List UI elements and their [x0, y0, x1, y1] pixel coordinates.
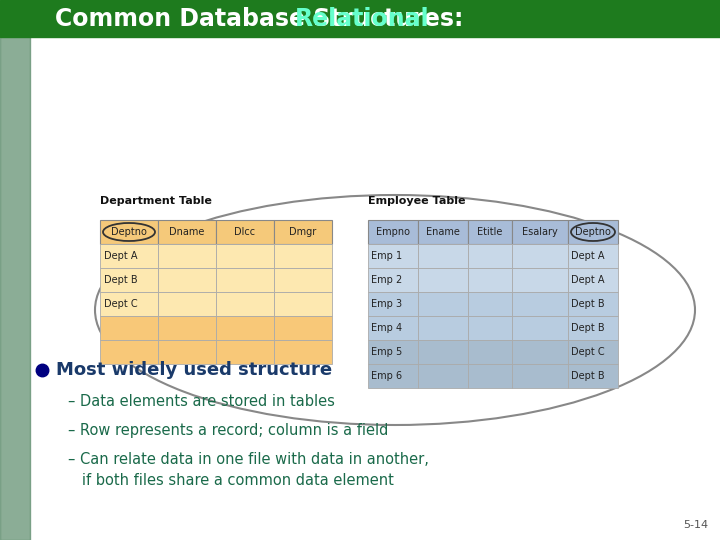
Bar	[418, 244, 468, 268]
Bar	[512, 268, 568, 292]
Bar	[158, 244, 216, 268]
Text: Emp 2: Emp 2	[371, 275, 402, 285]
Text: Relational: Relational	[294, 7, 429, 31]
Bar	[158, 292, 216, 316]
Text: Empno: Empno	[376, 227, 410, 237]
Bar	[158, 340, 216, 364]
Text: Deptno: Deptno	[111, 227, 147, 237]
Bar	[158, 220, 216, 244]
Bar	[274, 244, 332, 268]
Text: Dept B: Dept B	[571, 299, 605, 309]
Text: Ename: Ename	[426, 227, 460, 237]
Text: Dept A: Dept A	[104, 251, 138, 261]
Bar	[418, 316, 468, 340]
Bar	[216, 244, 274, 268]
Bar	[100, 340, 158, 364]
Bar	[512, 340, 568, 364]
Text: Dept A: Dept A	[571, 251, 605, 261]
Text: Dept C: Dept C	[571, 347, 605, 357]
Bar	[368, 364, 418, 388]
Text: Dept A: Dept A	[571, 275, 605, 285]
Bar	[512, 244, 568, 268]
Text: Department Table: Department Table	[100, 196, 212, 206]
Text: Employee Table: Employee Table	[368, 196, 466, 206]
Bar	[568, 244, 618, 268]
Bar	[100, 316, 158, 340]
Text: Dlcc: Dlcc	[235, 227, 256, 237]
Text: Deptno: Deptno	[575, 227, 611, 237]
Bar	[418, 340, 468, 364]
Bar	[100, 244, 158, 268]
Text: Etitle: Etitle	[477, 227, 503, 237]
Bar	[418, 364, 468, 388]
Bar	[274, 340, 332, 364]
Bar	[468, 364, 512, 388]
Bar	[368, 292, 418, 316]
Bar	[216, 292, 274, 316]
Bar	[468, 268, 512, 292]
Text: – Data elements are stored in tables: – Data elements are stored in tables	[68, 395, 335, 409]
Bar	[216, 220, 274, 244]
Text: Esalary: Esalary	[522, 227, 558, 237]
Bar	[158, 316, 216, 340]
Bar	[368, 268, 418, 292]
Text: Dept B: Dept B	[571, 323, 605, 333]
Bar	[274, 292, 332, 316]
Text: Dept C: Dept C	[104, 299, 138, 309]
Bar	[512, 220, 568, 244]
Bar	[468, 340, 512, 364]
Text: Emp 1: Emp 1	[371, 251, 402, 261]
Bar	[100, 292, 158, 316]
Bar	[568, 316, 618, 340]
Bar	[0, 0, 30, 540]
Bar	[568, 364, 618, 388]
Bar	[568, 220, 618, 244]
Text: – Can relate data in one file with data in another,
   if both files share a com: – Can relate data in one file with data …	[68, 452, 429, 488]
Bar	[274, 316, 332, 340]
Text: Dept B: Dept B	[104, 275, 138, 285]
Text: – Row represents a record; column is a field: – Row represents a record; column is a f…	[68, 422, 388, 437]
Text: Emp 6: Emp 6	[371, 371, 402, 381]
Bar	[418, 220, 468, 244]
Bar	[216, 316, 274, 340]
Text: Dept B: Dept B	[571, 371, 605, 381]
Bar	[418, 292, 468, 316]
Bar	[512, 364, 568, 388]
Bar	[468, 316, 512, 340]
Text: Common Database Structures:: Common Database Structures:	[55, 7, 472, 31]
Bar	[100, 220, 158, 244]
Text: 5-14: 5-14	[683, 520, 708, 530]
Bar	[368, 220, 418, 244]
Text: Dname: Dname	[169, 227, 204, 237]
Bar	[568, 268, 618, 292]
Text: Dmgr: Dmgr	[289, 227, 317, 237]
Bar	[368, 340, 418, 364]
Bar	[418, 268, 468, 292]
Bar	[468, 292, 512, 316]
Bar	[568, 340, 618, 364]
Text: Emp 5: Emp 5	[371, 347, 402, 357]
Text: Emp 3: Emp 3	[371, 299, 402, 309]
Bar	[274, 268, 332, 292]
Bar	[468, 220, 512, 244]
Bar	[216, 340, 274, 364]
Text: Most widely used structure: Most widely used structure	[56, 361, 332, 379]
Bar	[512, 316, 568, 340]
Text: Emp 4: Emp 4	[371, 323, 402, 333]
Bar	[216, 268, 274, 292]
Bar	[468, 244, 512, 268]
Bar	[274, 220, 332, 244]
Bar	[512, 292, 568, 316]
Bar	[100, 268, 158, 292]
Bar	[368, 244, 418, 268]
Bar	[158, 268, 216, 292]
Bar	[568, 292, 618, 316]
Bar	[368, 316, 418, 340]
Bar	[0, 0, 720, 37]
